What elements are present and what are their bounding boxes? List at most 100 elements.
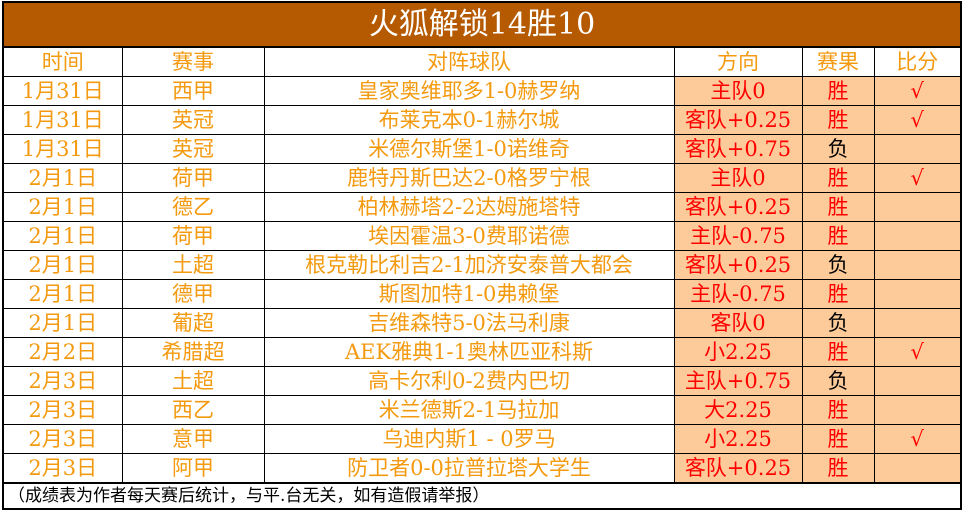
date-cell: 2月1日 — [4, 163, 123, 193]
table-row: 1月31日 西甲 皇家奥维耶多1-0赫罗纳 主队0 胜 √ — [4, 76, 960, 106]
pick-cell: 大2.25 — [673, 395, 803, 425]
pick-cell: 主队-0.75 — [673, 221, 803, 251]
league-cell: 英冠 — [121, 105, 265, 135]
pick-cell: 客队+0.25 — [673, 105, 803, 135]
result-cell: 胜 — [801, 105, 875, 135]
league-cell: 荷甲 — [121, 163, 265, 193]
league-cell: 阿甲 — [121, 453, 265, 483]
match-cell: 布莱克本0-1赫尔城 — [263, 105, 675, 135]
date-cell: 2月3日 — [4, 366, 123, 396]
league-cell: 西乙 — [121, 395, 265, 425]
match-cell: 根克勒比利吉2-1加济安泰普大都会 — [263, 250, 675, 280]
match-cell: 斯图加特1-0弗赖堡 — [263, 279, 675, 309]
result-cell: 负 — [801, 134, 875, 164]
header-score: 比分 — [873, 48, 960, 77]
table-row: 2月3日 意甲 乌迪内斯1 - 0罗马 小2.25 胜 √ — [4, 424, 960, 454]
pick-cell: 主队0 — [673, 76, 803, 106]
league-cell: 西甲 — [121, 76, 265, 106]
result-cell: 胜 — [801, 337, 875, 367]
check-cell: √ — [873, 337, 960, 367]
pick-cell: 客队+0.25 — [673, 192, 803, 222]
league-cell: 希腊超 — [121, 337, 265, 367]
result-cell: 负 — [801, 250, 875, 280]
header-row: 时间 赛事 对阵球队 方向 赛果 比分 — [4, 48, 960, 77]
footer-note: （成绩表为作者每天赛后统计，与平.台无关，如有造假请举报） — [4, 483, 960, 508]
match-cell: 米德尔斯堡1-0诺维奇 — [263, 134, 675, 164]
result-cell: 胜 — [801, 453, 875, 483]
pick-cell: 小2.25 — [673, 424, 803, 454]
date-cell: 1月31日 — [4, 105, 123, 135]
date-cell: 2月1日 — [4, 308, 123, 338]
check-cell — [873, 250, 960, 280]
pick-cell: 客队+0.25 — [673, 250, 803, 280]
league-cell: 德甲 — [121, 279, 265, 309]
match-cell: 防卫者0-0拉普拉塔大学生 — [263, 453, 675, 483]
check-cell: √ — [873, 76, 960, 106]
table-row: 2月1日 土超 根克勒比利吉2-1加济安泰普大都会 客队+0.25 负 — [4, 250, 960, 280]
table-row: 2月3日 阿甲 防卫者0-0拉普拉塔大学生 客队+0.25 胜 — [4, 453, 960, 483]
table-row: 2月1日 德甲 斯图加特1-0弗赖堡 主队-0.75 胜 — [4, 279, 960, 309]
league-cell: 英冠 — [121, 134, 265, 164]
pick-cell: 客队+0.25 — [673, 453, 803, 483]
table-row: 2月1日 葡超 吉维森特5-0法马利康 客队0 负 — [4, 308, 960, 338]
pick-cell: 小2.25 — [673, 337, 803, 367]
result-cell: 胜 — [801, 76, 875, 106]
result-cell: 胜 — [801, 192, 875, 222]
match-cell: 吉维森特5-0法马利康 — [263, 308, 675, 338]
table-row: 2月3日 土超 高卡尔利0-2费内巴切 主队+0.75 负 — [4, 366, 960, 396]
header-league: 赛事 — [121, 48, 265, 77]
result-cell: 胜 — [801, 221, 875, 251]
check-cell — [873, 221, 960, 251]
result-cell: 胜 — [801, 163, 875, 193]
pick-cell: 主队-0.75 — [673, 279, 803, 309]
league-cell: 土超 — [121, 366, 265, 396]
check-cell — [873, 279, 960, 309]
check-cell — [873, 453, 960, 483]
table-row: 2月2日 希腊超 AEK雅典1-1奥林匹亚科斯 小2.25 胜 √ — [4, 337, 960, 367]
date-cell: 2月3日 — [4, 453, 123, 483]
league-cell: 荷甲 — [121, 221, 265, 251]
pick-cell: 客队+0.75 — [673, 134, 803, 164]
check-cell — [873, 366, 960, 396]
league-cell: 葡超 — [121, 308, 265, 338]
date-cell: 2月1日 — [4, 192, 123, 222]
match-cell: 高卡尔利0-2费内巴切 — [263, 366, 675, 396]
header-date: 时间 — [4, 48, 123, 77]
match-cell: 柏林赫塔2-2达姆施塔特 — [263, 192, 675, 222]
check-cell — [873, 134, 960, 164]
league-cell: 土超 — [121, 250, 265, 280]
table-row: 2月3日 西乙 米兰德斯2-1马拉加 大2.25 胜 — [4, 395, 960, 425]
header-result: 赛果 — [801, 48, 875, 77]
results-table: 时间 赛事 对阵球队 方向 赛果 比分 1月31日 西甲 皇家奥维耶多1-0赫罗纳主… — [4, 48, 960, 483]
date-cell: 2月1日 — [4, 279, 123, 309]
check-cell — [873, 395, 960, 425]
league-cell: 德乙 — [121, 192, 265, 222]
table-row: 2月1日 荷甲 鹿特丹斯巴达2-0格罗宁根 主队0 胜 √ — [4, 163, 960, 193]
check-cell: √ — [873, 163, 960, 193]
date-cell: 2月3日 — [4, 424, 123, 454]
league-cell: 意甲 — [121, 424, 265, 454]
date-cell: 2月2日 — [4, 337, 123, 367]
table-row: 2月1日 德乙 柏林赫塔2-2达姆施塔特 客队+0.25 胜 — [4, 192, 960, 222]
table-row: 2月1日 荷甲 埃因霍温3-0费耶诺德 主队-0.75 胜 — [4, 221, 960, 251]
header-match: 对阵球队 — [263, 48, 675, 77]
pick-cell: 主队0 — [673, 163, 803, 193]
result-cell: 胜 — [801, 424, 875, 454]
check-cell: √ — [873, 424, 960, 454]
table-row: 1月31日 英冠 米德尔斯堡1-0诺维奇 客队+0.75 负 — [4, 134, 960, 164]
header-pick: 方向 — [673, 48, 803, 77]
date-cell: 2月3日 — [4, 395, 123, 425]
match-cell: 皇家奥维耶多1-0赫罗纳 — [263, 76, 675, 106]
result-cell: 胜 — [801, 279, 875, 309]
check-cell — [873, 308, 960, 338]
results-sheet: 火狐解锁14胜10 时间 赛事 对阵球队 方向 赛果 比分 1月31日 西甲 皇家奥… — [2, 1, 962, 510]
match-cell: AEK雅典1-1奥林匹亚科斯 — [263, 337, 675, 367]
result-cell: 胜 — [801, 395, 875, 425]
result-cell: 负 — [801, 308, 875, 338]
check-cell — [873, 192, 960, 222]
pick-cell: 客队0 — [673, 308, 803, 338]
date-cell: 1月31日 — [4, 76, 123, 106]
date-cell: 2月1日 — [4, 221, 123, 251]
match-cell: 乌迪内斯1 - 0罗马 — [263, 424, 675, 454]
match-cell: 鹿特丹斯巴达2-0格罗宁根 — [263, 163, 675, 193]
